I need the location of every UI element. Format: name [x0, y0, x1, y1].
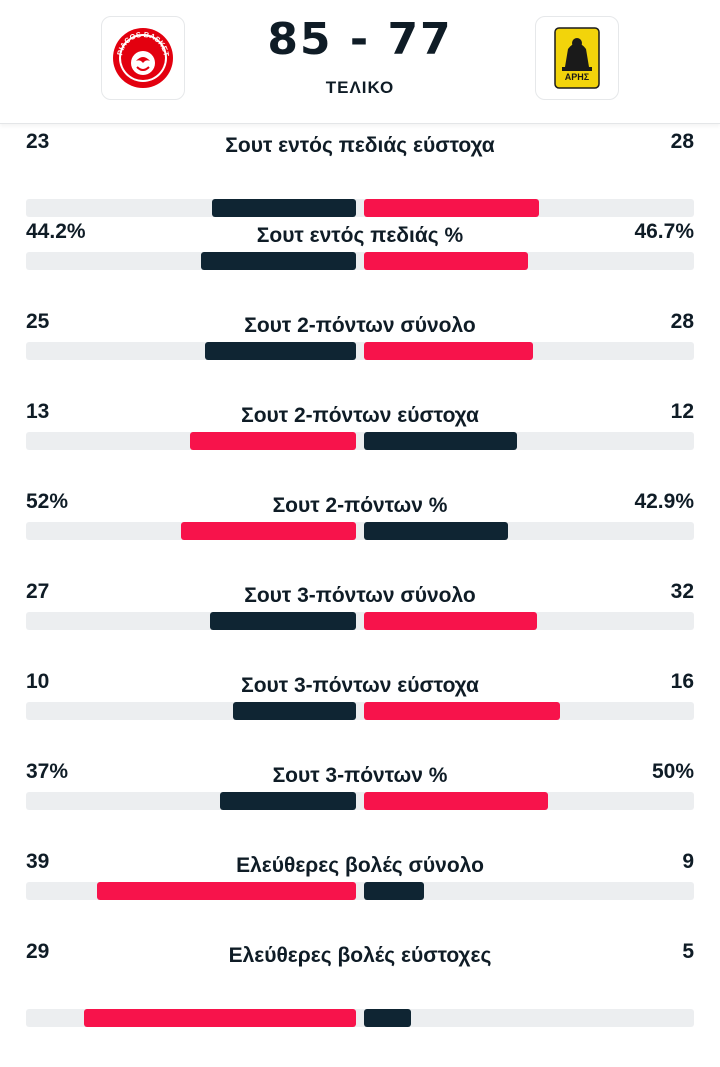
stat-bar-track [26, 342, 694, 360]
home-stat-value: 37% [26, 760, 69, 783]
stat-label: Σουτ 3-πόντων % [272, 764, 448, 787]
away-stat-value: 50% [651, 760, 694, 783]
stat-label: Σουτ 3-πόντων σύνολο [244, 584, 476, 607]
away-stat-value: 9 [682, 850, 694, 873]
stat-bar-track [26, 432, 694, 450]
away-stat-bar [364, 1009, 411, 1027]
away-stat-value: 28 [670, 130, 694, 153]
stat-bar-track [26, 612, 694, 630]
away-stat-bar [364, 199, 539, 217]
home-stat-bar [97, 882, 356, 900]
home-stat-value: 29 [26, 940, 50, 963]
away-stat-bar [364, 252, 528, 270]
stat-row: 44.2% Σουτ εντός πεδιάς % 46.7% [0, 216, 720, 306]
away-stat-value: 46.7% [634, 220, 694, 243]
stat-row: 13 Σουτ 2-πόντων εύστοχα 12 [0, 396, 720, 486]
stat-bar-track [26, 882, 694, 900]
match-header: OLYMPIACOS BASKETBALL 85 - 77 ΤΕΛΙΚΟ ΑΡΗ… [0, 0, 720, 124]
home-stat-bar [201, 252, 356, 270]
stat-bar-track [26, 522, 694, 540]
away-stat-bar [364, 792, 548, 810]
stat-row: 29 Ελεύθερες βολές εύστοχες 5 [0, 936, 720, 1066]
stat-row: 52% Σουτ 2-πόντων % 42.9% [0, 486, 720, 576]
away-stat-bar [364, 522, 508, 540]
away-stat-value: 5 [682, 940, 694, 963]
away-stat-bar [364, 882, 424, 900]
stat-row: 25 Σουτ 2-πόντων σύνολο 28 [0, 306, 720, 396]
stat-row: 27 Σουτ 3-πόντων σύνολο 32 [0, 576, 720, 666]
away-stat-value: 42.9% [634, 490, 694, 513]
stat-bar-track [26, 792, 694, 810]
away-stat-bar [364, 432, 517, 450]
away-stat-value: 12 [670, 400, 694, 423]
stat-row: 37% Σουτ 3-πόντων % 50% [0, 756, 720, 846]
home-stat-value: 52% [26, 490, 69, 513]
home-stat-bar [84, 1009, 356, 1027]
stat-label: Σουτ εντός πεδιάς % [256, 224, 464, 247]
stat-label: Σουτ 2-πόντων σύνολο [244, 314, 476, 337]
stats-list[interactable]: 23 Σουτ εντός πεδιάς εύστοχα 28 44.2% Σουτ ε… [0, 126, 720, 1066]
home-stat-bar [181, 522, 356, 540]
stat-row: 10 Σουτ 3-πόντων εύστοχα 16 [0, 666, 720, 756]
home-stat-bar [190, 432, 356, 450]
away-stat-bar [364, 702, 560, 720]
away-stat-value: 16 [670, 670, 694, 693]
stat-label: Σουτ 2-πόντων εύστοχα [241, 404, 479, 427]
home-stat-bar [233, 702, 356, 720]
stat-bar-track [26, 199, 694, 217]
stat-row: 39 Ελεύθερες βολές σύνολο 9 [0, 846, 720, 936]
svg-text:ΑΡΗΣ: ΑΡΗΣ [565, 72, 590, 82]
home-stat-value: 25 [26, 310, 50, 333]
stat-label: Σουτ 2-πόντων % [272, 494, 448, 517]
home-stat-bar [210, 612, 356, 630]
stat-label: Ελεύθερες βολές εύστοχες [228, 944, 492, 967]
stat-label: Σουτ 3-πόντων εύστοχα [241, 674, 479, 697]
home-team-logo[interactable]: OLYMPIACOS BASKETBALL [101, 16, 185, 100]
home-stat-value: 39 [26, 850, 50, 873]
stat-label: Ελεύθερες βολές σύνολο [236, 854, 484, 877]
stat-bar-track [26, 702, 694, 720]
match-status: ΤΕΛΙΚΟ [325, 78, 395, 97]
stat-bar-track [26, 1009, 694, 1027]
home-stat-bar [212, 199, 356, 217]
home-stat-value: 10 [26, 670, 50, 693]
home-stat-bar [205, 342, 356, 360]
home-stat-bar [220, 792, 356, 810]
stat-label: Σουτ εντός πεδιάς εύστοχα [225, 134, 495, 157]
olympiacos-crest-icon: OLYMPIACOS BASKETBALL [110, 25, 173, 88]
aris-crest-icon: ΑΡΗΣ [554, 27, 600, 89]
away-team-logo[interactable]: ΑΡΗΣ [535, 16, 619, 100]
away-stat-value: 28 [670, 310, 694, 333]
stat-bar-track [26, 252, 694, 270]
away-stat-value: 32 [670, 580, 694, 603]
home-stat-value: 27 [26, 580, 50, 603]
home-stat-value: 23 [26, 130, 50, 153]
stat-row: 23 Σουτ εντός πεδιάς εύστοχα 28 [0, 126, 720, 217]
away-stat-bar [364, 342, 533, 360]
away-stat-bar [364, 612, 537, 630]
home-stat-value: 44.2% [26, 220, 86, 243]
match-score: 85 - 77 [267, 14, 453, 65]
home-stat-value: 13 [26, 400, 50, 423]
